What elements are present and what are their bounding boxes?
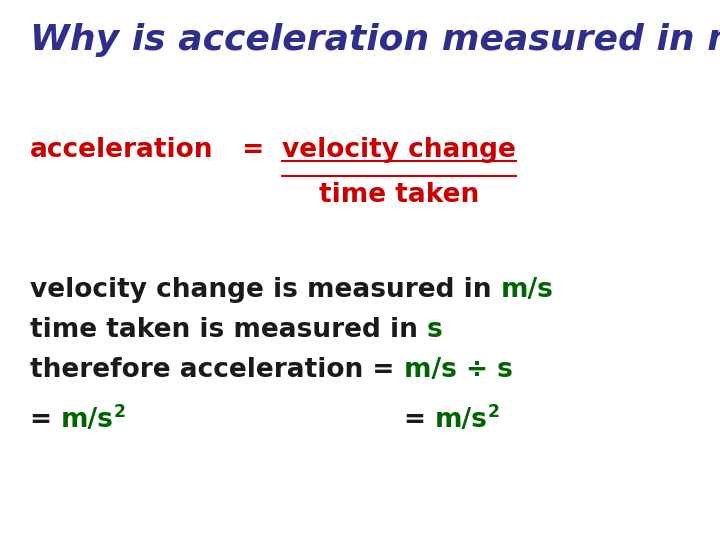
Text: acceleration: acceleration — [30, 137, 214, 163]
Text: Why is acceleration measured in m/s: Why is acceleration measured in m/s — [30, 23, 720, 57]
Text: =: = — [30, 407, 61, 433]
Text: m/s: m/s — [61, 407, 114, 433]
Text: m/s ÷ s: m/s ÷ s — [403, 357, 513, 383]
Text: 2: 2 — [487, 403, 500, 421]
Text: velocity change is measured in: velocity change is measured in — [30, 277, 500, 303]
Text: time taken is measured in: time taken is measured in — [30, 317, 427, 343]
Text: s: s — [427, 317, 443, 343]
Text: time taken: time taken — [319, 182, 479, 208]
Text: =: = — [403, 407, 435, 433]
Text: m/s: m/s — [500, 277, 554, 303]
Text: 2: 2 — [114, 403, 126, 421]
Text: =: = — [223, 137, 282, 163]
Text: velocity change: velocity change — [282, 137, 516, 163]
Text: therefore acceleration =: therefore acceleration = — [30, 357, 403, 383]
Text: m/s: m/s — [435, 407, 487, 433]
